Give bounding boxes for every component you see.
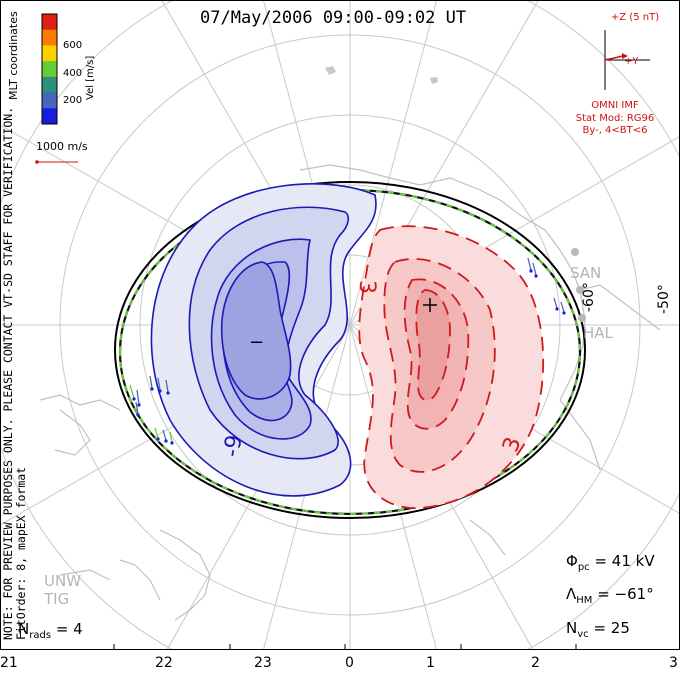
colorbar-segment [42, 92, 57, 109]
islands [325, 66, 438, 84]
phi-value: = 41 kV [594, 552, 655, 570]
station-label-unw: UNW [44, 572, 81, 590]
scale-vector [35, 160, 78, 164]
map-title: 07/May/2006 09:00-09:02 UT [200, 8, 467, 28]
lambda-subscript: HM [576, 595, 593, 606]
potential-minimum-marker: − [249, 332, 264, 353]
mlt-label-23: 23 [254, 655, 272, 671]
latitude-label-60: -60° [581, 282, 597, 312]
coastline [39, 164, 661, 621]
positive-potential-cell [358, 225, 545, 509]
phi-subscript: pc [577, 562, 590, 573]
n-rads-symbol: N [18, 620, 30, 638]
nvc-symbol: N [566, 619, 578, 637]
colorbar-border [41, 13, 58, 125]
potential-maximum-marker [423, 298, 437, 312]
colorbar-label: Vel [m/s] [85, 56, 96, 100]
mlt-label-2: 2 [531, 655, 540, 671]
colorbar-tick-600: 600 [63, 40, 82, 51]
imf-stat-mod: Stat Mod: RG96 [575, 113, 655, 124]
colorbar-segment [42, 45, 57, 62]
imf-z-label: +Z (5 nT) [610, 12, 660, 23]
n-rads-subscript: rads [29, 630, 52, 641]
negative-potential-cell [150, 183, 377, 497]
scale-label: 1000 m/s [36, 140, 88, 153]
hm-boundary [114, 181, 586, 519]
colorbar-tick-200: 200 [63, 95, 82, 106]
mlt-label-0: 0 [345, 655, 354, 671]
mlt-label-22: 22 [155, 655, 173, 671]
velocity-colorbar [41, 13, 58, 125]
lambda-value: = −61° [597, 585, 654, 603]
station-label-tig: TIG [43, 590, 69, 608]
station-label-san: SAN [570, 264, 601, 282]
phi-symbol: Φ [566, 552, 578, 570]
imf-dial [604, 30, 650, 90]
lambda-hm-stat: ΛHM = −61° [566, 585, 654, 606]
mlt-label-3: 3 [669, 655, 678, 671]
lambda-symbol: Λ [566, 585, 577, 603]
colorbar-tick-400: 400 [63, 68, 82, 79]
nvc-value: = 25 [593, 619, 630, 637]
colorbar-segment [42, 76, 57, 94]
imf-y-label: +Y [624, 56, 639, 67]
contour-label-positive-1: 3 [354, 280, 379, 294]
colorbar-segment [42, 29, 57, 46]
nvc-subscript: vc [577, 629, 589, 640]
imf-by-bt: By-, 4<BT<6 [582, 125, 648, 136]
colorbar-segment [42, 61, 57, 78]
contour-label-negative: -9 [219, 433, 247, 459]
n-rads-stat: Nrads = 4 [18, 620, 83, 641]
fit-order-note: FitOrder: 8, mapEX format [14, 466, 28, 640]
station-label-hal: HAL [583, 324, 614, 342]
coords-label: MLT coordinates [7, 11, 20, 100]
notes: NOTE: FOR PREVIEW PURPOSES ONLY. PLEASE … [1, 107, 28, 640]
n-rads-value: = 4 [55, 620, 83, 638]
velocity-vectors [129, 257, 566, 445]
hour-ticks [113, 644, 577, 650]
mlt-label-1: 1 [426, 655, 435, 671]
colorbar-segment [42, 14, 57, 31]
n-vc-stat: Nvc = 25 [566, 619, 630, 640]
latitude-label-50: -50° [656, 284, 672, 314]
imf-source: OMNI IMF [591, 100, 639, 111]
mlt-label-21: 21 [0, 655, 18, 671]
colorbar-segment [42, 108, 57, 125]
station-markers [571, 248, 586, 322]
phi-pc-stat: Φpc = 41 kV [566, 552, 655, 573]
